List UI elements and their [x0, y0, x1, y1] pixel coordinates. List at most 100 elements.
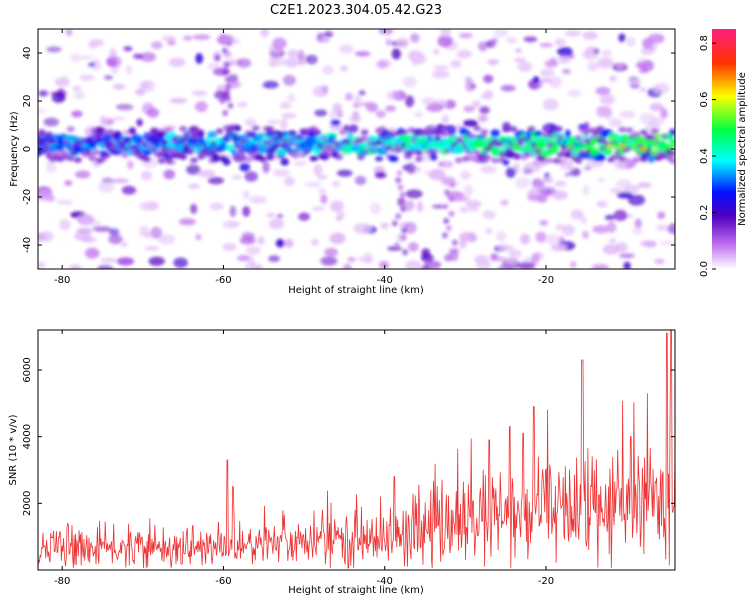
spectrogram-cell: [502, 159, 510, 166]
spectrogram-cell: [190, 157, 198, 164]
spectrogram-cell: [78, 55, 95, 60]
spectrogram-cell: [313, 129, 322, 136]
spectrogram-cell: [444, 189, 450, 196]
spectrogram-cell: [444, 99, 456, 109]
spectrogram-cell: [242, 206, 251, 217]
spectrogram-cell: [354, 94, 362, 106]
spectrogram-cell: [433, 65, 450, 70]
spectrogram-cell: [515, 48, 522, 53]
spectrogram-cell: [230, 149, 237, 156]
spectrogram-cell: [574, 134, 583, 141]
spectrogram-cell: [463, 184, 473, 197]
spectrogram-cell: [227, 102, 234, 109]
spectrogram-cell: [349, 123, 358, 130]
spectrogram-cell: [290, 148, 301, 154]
spectrogram-cell: [402, 76, 417, 88]
spectrogram-cell: [496, 231, 507, 242]
spectrogram-cell: [615, 242, 628, 253]
spectrogram-cell: [459, 32, 473, 39]
spectrogram-cell: [331, 180, 341, 188]
spectrogram-cell: [151, 41, 163, 50]
spectrogram-cell: [580, 216, 587, 225]
spectrogram-cell: [619, 145, 626, 149]
x-tick-label: -40: [377, 576, 393, 587]
spectrogram-cell: [147, 107, 160, 118]
spectrogram-cell: [214, 54, 221, 61]
spectrogram-cell: [596, 200, 608, 208]
spectrogram-cell: [113, 130, 122, 137]
spectrogram-cell: [531, 252, 540, 265]
spectrogram-cell: [395, 37, 410, 49]
spectrogram-cell: [544, 59, 559, 68]
spectrogram-cell: [179, 153, 187, 160]
spectrogram-cell: [639, 147, 646, 151]
spectrogram-cell: [549, 76, 562, 89]
spectrogram-cell: [77, 214, 95, 226]
spectrogram-cell: [596, 154, 605, 160]
spectrogram-cell: [393, 242, 400, 248]
spectrogram-cell: [656, 224, 668, 231]
spectrogram-cell: [314, 109, 328, 117]
spectrogram-cell: [387, 246, 403, 251]
snr-xlabel: Height of straight line (km): [288, 585, 424, 596]
spectrogram-cell: [420, 265, 430, 269]
spectrogram-cell: [347, 257, 356, 262]
x-tick-label: -80: [54, 576, 70, 587]
spectrogram-cell: [209, 202, 224, 211]
spectrogram-cell: [207, 131, 218, 139]
spectrogram-cell: [665, 133, 674, 140]
spectrogram-cell: [551, 190, 568, 200]
spectrogram-cell: [346, 131, 354, 140]
spectrogram-cell: [447, 125, 456, 131]
spectrogram-cell: [482, 210, 496, 220]
spectrogram-cell: [399, 198, 405, 205]
spectrogram-cell: [311, 206, 325, 211]
spectrogram-cell: [72, 85, 82, 91]
spectrogram-cell: [534, 148, 543, 155]
spectrogram-cell: [463, 105, 475, 113]
spectrogram-cell: [527, 126, 536, 133]
spectrogram-cell: [498, 264, 513, 269]
spectrogram-cell: [597, 177, 605, 183]
spectrogram-cell: [112, 83, 126, 90]
spectrogram-cell: [102, 133, 112, 143]
spectrogram-cell: [545, 177, 554, 184]
spectrogram-cell: [647, 153, 655, 163]
spectrogram-cell: [222, 69, 229, 76]
spectrogram-cell: [449, 182, 456, 188]
spectrogram-cell: [117, 104, 134, 112]
spectrogram-cell: [404, 221, 417, 234]
spectrogram-cell: [399, 191, 406, 198]
spectrogram-cell: [322, 65, 334, 75]
spectrogram-cell: [509, 126, 518, 133]
spectrogram-cell: [194, 101, 208, 113]
spectrogram-cell: [81, 237, 97, 243]
spectrogram-cell: [396, 170, 403, 176]
spectrogram-cell: [592, 131, 601, 138]
spectrogram-cell: [401, 227, 408, 234]
spectrogram-cell: [522, 168, 533, 175]
spectrogram-cell: [140, 52, 156, 62]
spectrogram-cell: [360, 101, 376, 107]
spectrogram-cell: [71, 110, 83, 118]
spectrogram-cell: [275, 148, 287, 156]
spectrogram-cell: [293, 161, 307, 166]
spectrogram-cell: [502, 140, 509, 144]
spectrogram-cell: [73, 90, 85, 100]
spectrogram-cell: [111, 178, 130, 184]
spectrogram-cell: [483, 154, 492, 161]
snr-ticks: -80 -60 -40 -20 2000 4000 6000: [22, 330, 675, 587]
spectrogram-cell: [463, 119, 478, 127]
spectrogram-cell: [121, 152, 130, 159]
spectrogram-cell: [224, 95, 231, 102]
spectrogram-cell: [259, 156, 267, 163]
spectrogram-cell: [158, 234, 176, 245]
spectrogram-cell: [88, 155, 97, 162]
spectrogram-cell: [280, 118, 288, 130]
spectrogram-cell: [657, 211, 666, 220]
spectrogram-cell: [659, 240, 675, 246]
spectrogram-cell: [370, 202, 382, 215]
colorbar-tick-label: 0.8: [699, 35, 710, 51]
spectrogram-cell: [248, 256, 255, 268]
